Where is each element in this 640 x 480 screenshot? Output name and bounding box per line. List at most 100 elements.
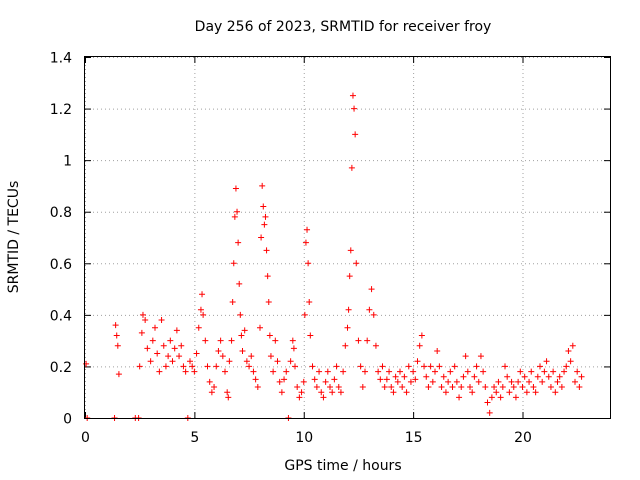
data-point — [346, 273, 353, 280]
data-point — [113, 332, 120, 339]
data-point — [438, 384, 445, 391]
y-tick-label: 1.2 — [50, 102, 72, 118]
data-point — [213, 363, 220, 370]
data-point — [154, 350, 161, 357]
data-points — [83, 92, 585, 421]
data-point — [241, 327, 248, 334]
y-tick-label: 1.4 — [50, 51, 72, 67]
data-point — [144, 345, 151, 352]
data-point — [519, 384, 526, 391]
data-point — [311, 376, 318, 383]
data-point — [83, 360, 90, 367]
data-point — [222, 368, 228, 375]
data-point — [506, 389, 513, 396]
data-point — [372, 342, 379, 349]
data-point — [349, 92, 356, 99]
data-point — [495, 378, 502, 385]
data-point — [162, 363, 169, 370]
data-point — [333, 363, 340, 370]
data-point — [250, 368, 257, 375]
grid — [85, 57, 610, 419]
data-point — [158, 317, 165, 324]
data-point — [407, 378, 414, 385]
y-tick-label: 0.8 — [50, 205, 72, 221]
data-point — [246, 363, 253, 370]
data-point — [405, 363, 412, 370]
data-point — [399, 384, 406, 391]
data-point — [305, 260, 312, 267]
data-point — [392, 373, 399, 380]
data-point — [471, 373, 478, 380]
data-point — [554, 378, 561, 385]
data-point — [344, 324, 351, 331]
data-point — [114, 342, 121, 349]
data-point — [149, 337, 156, 344]
data-point — [304, 226, 311, 233]
data-point — [366, 306, 373, 313]
data-point — [215, 347, 222, 354]
data-point — [138, 329, 145, 336]
data-point — [267, 353, 274, 360]
data-point — [543, 358, 550, 365]
data-point — [254, 384, 261, 391]
data-point — [477, 353, 484, 360]
data-point — [301, 311, 308, 318]
data-point — [493, 389, 500, 396]
data-point — [287, 358, 294, 365]
data-point — [234, 208, 241, 215]
data-point — [142, 317, 149, 324]
data-point — [576, 384, 583, 391]
data-point — [526, 378, 533, 385]
data-point — [180, 363, 187, 370]
data-point — [547, 384, 554, 391]
data-point — [316, 368, 323, 375]
data-point — [309, 363, 316, 370]
data-point — [565, 347, 572, 354]
data-point — [451, 363, 458, 370]
data-point — [173, 327, 180, 334]
data-point — [296, 394, 303, 401]
data-point — [429, 378, 436, 385]
data-point — [289, 337, 296, 344]
data-point — [327, 384, 333, 391]
data-point — [357, 363, 364, 370]
data-point — [497, 394, 504, 401]
data-point — [456, 394, 463, 401]
data-point — [182, 368, 189, 375]
data-point — [467, 384, 473, 391]
x-tick-label: 5 — [190, 430, 199, 446]
data-point — [263, 247, 270, 254]
data-point — [204, 363, 211, 370]
y-tick-label: 1 — [63, 154, 72, 170]
data-point — [228, 337, 235, 344]
data-point — [237, 311, 244, 318]
data-point — [236, 280, 243, 287]
data-point — [386, 368, 393, 375]
data-point — [340, 368, 347, 375]
data-point — [390, 389, 397, 396]
data-point — [403, 389, 410, 396]
data-point — [320, 394, 327, 401]
data-point — [572, 378, 578, 385]
data-point — [318, 389, 325, 396]
data-point — [462, 353, 469, 360]
data-point — [482, 384, 489, 391]
data-point — [337, 389, 344, 396]
data-point — [379, 363, 386, 370]
data-point — [416, 342, 423, 349]
data-point — [270, 368, 277, 375]
data-point — [278, 389, 285, 396]
data-point — [208, 389, 215, 396]
data-point — [298, 389, 305, 396]
data-point — [307, 332, 314, 339]
data-point — [545, 373, 552, 380]
data-point — [345, 306, 352, 313]
x-tick-label: 15 — [405, 430, 423, 446]
data-point — [510, 384, 517, 391]
data-point — [423, 373, 430, 380]
data-point — [274, 358, 281, 365]
data-point — [567, 358, 574, 365]
data-point — [359, 384, 366, 391]
x-axis-label: GPS time / hours — [284, 458, 401, 474]
data-point — [283, 368, 290, 375]
